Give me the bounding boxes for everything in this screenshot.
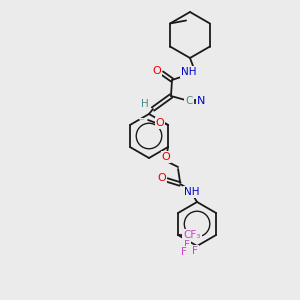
Text: NH: NH bbox=[184, 187, 200, 197]
Text: CF₃: CF₃ bbox=[183, 230, 201, 240]
Text: F: F bbox=[181, 247, 187, 257]
Text: O: O bbox=[162, 152, 170, 162]
Text: F: F bbox=[192, 246, 198, 256]
Text: O: O bbox=[153, 66, 161, 76]
Text: H: H bbox=[141, 99, 149, 109]
Text: C: C bbox=[185, 96, 193, 106]
Text: methoxy: methoxy bbox=[139, 118, 145, 120]
Text: N: N bbox=[197, 96, 205, 106]
Text: O: O bbox=[156, 118, 164, 128]
Text: F: F bbox=[184, 240, 190, 250]
Text: NH: NH bbox=[181, 67, 197, 77]
Text: O: O bbox=[158, 173, 167, 183]
